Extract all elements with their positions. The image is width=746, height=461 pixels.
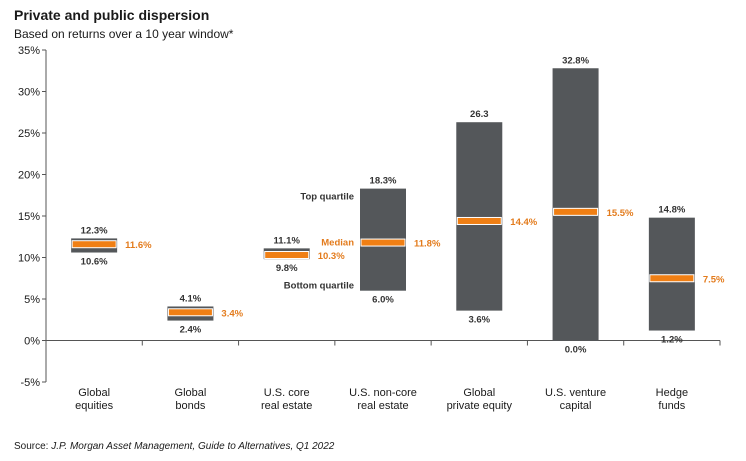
y-tick-label: 5% [24, 294, 40, 306]
y-tick-label: -5% [20, 377, 40, 389]
median-annotation: Median [321, 238, 354, 249]
category-label: equities [75, 400, 113, 412]
range-box [552, 68, 599, 341]
category-label: Global [175, 387, 207, 399]
category-label: Global [78, 387, 110, 399]
median-value-label: 11.6% [125, 240, 152, 251]
median-value-label: 15.5% [607, 208, 634, 219]
median-value-label: 10.3% [318, 251, 345, 262]
chart-subtitle: Based on returns over a 10 year window* [14, 27, 234, 41]
median-marker [649, 274, 695, 283]
median-value-label: 7.5% [703, 274, 725, 285]
median-marker [264, 251, 310, 260]
category-label: U.S. venture [545, 387, 606, 399]
bottom-value-label: 9.8% [276, 263, 298, 274]
source-body: J.P. Morgan Asset Management, Guide to A… [51, 441, 335, 452]
category-label: U.S. core [264, 387, 310, 399]
median-marker [71, 240, 117, 249]
bottom-value-label: 6.0% [372, 295, 394, 306]
bottom-quartile-annotation: Bottom quartile [284, 281, 354, 292]
top-value-label: 4.1% [180, 293, 202, 304]
median-marker [553, 207, 599, 216]
bottom-value-label: 2.4% [180, 325, 202, 336]
median-value-label: 11.8% [414, 239, 441, 250]
bottom-value-label: 10.6% [81, 257, 108, 268]
category-label: Global [463, 387, 495, 399]
bottom-value-label: 0.0% [565, 345, 587, 356]
median-value-label: 3.4% [221, 308, 243, 319]
y-tick-label: 0% [24, 336, 40, 348]
top-value-label: 26.3 [470, 109, 489, 120]
source-prefix: Source: [14, 441, 52, 452]
category-label: funds [658, 400, 685, 412]
label-layer: 12.3% 10.6% 11.6% 4.1% 2.4% 3.4% 11.1% 9.8% 10.3… [81, 55, 725, 355]
chart-title: Private and public dispersion [14, 7, 210, 23]
bottom-value-label: 3.6% [468, 315, 490, 326]
source-note: Source: J.P. Morgan Asset Management, Gu… [14, 441, 334, 452]
bottom-value-label: 1.2% [661, 335, 683, 346]
category-label: U.S. non-core [349, 387, 417, 399]
category-label: Hedge [656, 387, 688, 399]
y-tick-label: 30% [18, 87, 40, 99]
y-tick-label: 35% [18, 45, 40, 57]
box-layer [71, 68, 695, 341]
y-tick-label: 10% [18, 253, 40, 265]
median-marker [167, 308, 213, 317]
top-value-label: 14.8% [658, 205, 685, 216]
category-label: private equity [447, 400, 513, 412]
category-label: capital [560, 400, 592, 412]
median-marker [360, 238, 406, 247]
y-tick-label: 15% [18, 211, 40, 223]
median-value-label: 14.4% [510, 217, 537, 228]
range-box [456, 122, 503, 311]
median-marker [456, 216, 502, 225]
top-value-label: 18.3% [370, 176, 397, 187]
axis-layer: -5%0%5%10%15%20%25%30%35%GlobalequitiesG… [18, 45, 721, 412]
y-tick-label: 25% [18, 128, 40, 140]
top-value-label: 11.1% [274, 235, 301, 246]
y-tick-label: 20% [18, 170, 40, 182]
category-label: real estate [261, 400, 312, 412]
category-label: bonds [175, 400, 205, 412]
top-value-label: 12.3% [81, 225, 108, 236]
top-quartile-annotation: Top quartile [300, 192, 354, 203]
top-value-label: 32.8% [562, 55, 589, 66]
range-box [648, 217, 695, 331]
category-label: real estate [357, 400, 408, 412]
